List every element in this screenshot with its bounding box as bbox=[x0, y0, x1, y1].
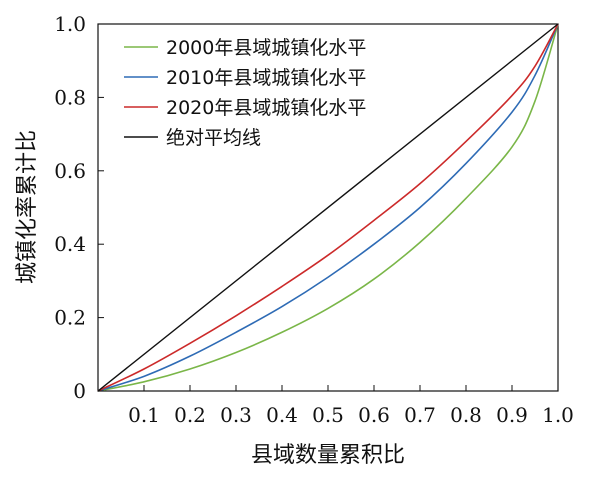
y-tick-label: 0.8 bbox=[54, 85, 86, 109]
series-line-2 bbox=[97, 23, 559, 392]
y-tick-label: 0.2 bbox=[54, 306, 86, 330]
x-tick-label: 0.4 bbox=[266, 403, 298, 427]
legend-label: 绝对平均线 bbox=[166, 127, 261, 149]
y-tick-label: 0 bbox=[73, 379, 86, 403]
series-line-1 bbox=[97, 23, 559, 392]
x-tick-label: 0.6 bbox=[358, 403, 390, 427]
x-axis-title: 县域数量累积比 bbox=[251, 443, 405, 468]
y-tick-label: 1.0 bbox=[54, 12, 86, 36]
x-tick-label: 0.7 bbox=[404, 403, 436, 427]
x-axis: 0.1 0.2 0.3 0.4 0.5 0.6 0.7 0.8 0.9 1.0 bbox=[128, 385, 574, 427]
series-line-3 bbox=[97, 23, 559, 392]
x-tick-label: 0.9 bbox=[496, 403, 528, 427]
y-tick-label: 0.6 bbox=[54, 159, 86, 183]
x-tick-label: 1.0 bbox=[542, 403, 574, 427]
y-axis-title: 城镇化率累计比 bbox=[15, 130, 40, 284]
x-tick-label: 0.5 bbox=[312, 403, 344, 427]
x-tick-label: 0.2 bbox=[174, 403, 206, 427]
legend-label: 2020年县域城镇化水平 bbox=[166, 97, 366, 119]
y-axis: 0 0.2 0.4 0.6 0.8 1.0 bbox=[54, 12, 104, 403]
x-tick-label: 0.1 bbox=[128, 403, 160, 427]
series-layer bbox=[97, 23, 559, 392]
x-tick-label: 0.3 bbox=[220, 403, 252, 427]
legend-label: 2000年县域城镇化水平 bbox=[166, 37, 366, 59]
series-line-4 bbox=[97, 23, 559, 392]
x-tick-label: 0.8 bbox=[450, 403, 482, 427]
legend: 2000年县域城镇化水平 2010年县域城镇化水平 2020年县域城镇化水平绝对平均… bbox=[124, 37, 366, 149]
legend-label: 2010年县域城镇化水平 bbox=[166, 67, 366, 89]
y-tick-label: 0.4 bbox=[54, 232, 86, 256]
